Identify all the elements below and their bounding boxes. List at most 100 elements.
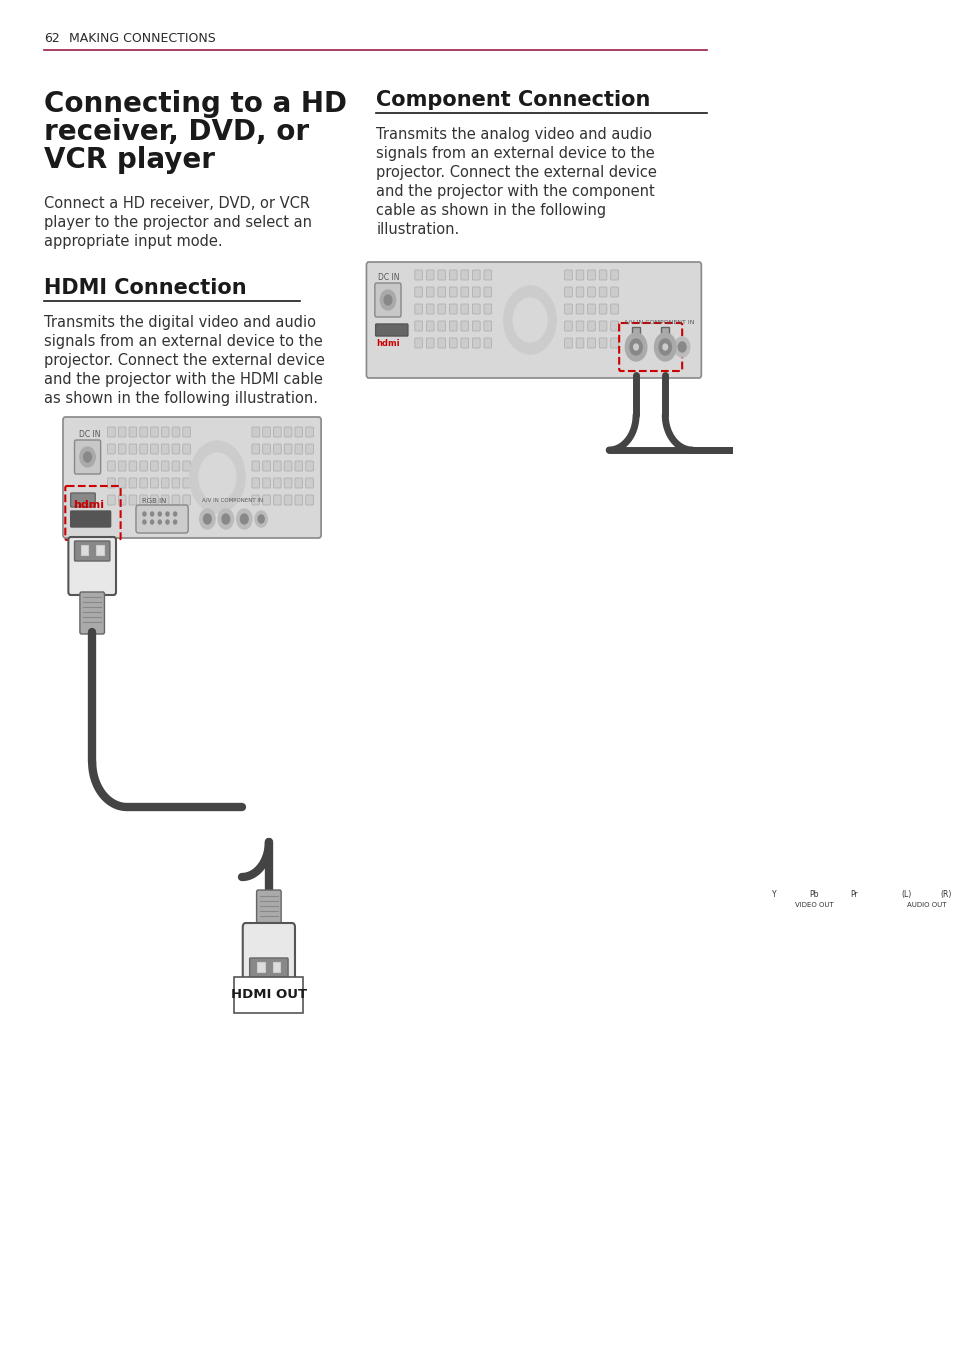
Circle shape	[902, 535, 925, 566]
Text: and the projector with the component: and the projector with the component	[376, 184, 655, 199]
FancyBboxPatch shape	[483, 321, 491, 330]
FancyBboxPatch shape	[172, 460, 179, 471]
FancyBboxPatch shape	[294, 496, 302, 505]
Circle shape	[837, 839, 870, 884]
FancyBboxPatch shape	[426, 338, 434, 348]
Circle shape	[773, 477, 797, 508]
FancyBboxPatch shape	[172, 427, 179, 437]
FancyBboxPatch shape	[69, 538, 116, 594]
Text: Connect a HD receiver, DVD, or VCR: Connect a HD receiver, DVD, or VCR	[44, 196, 310, 211]
Circle shape	[894, 846, 918, 877]
FancyBboxPatch shape	[598, 305, 606, 314]
Text: (R): (R)	[940, 890, 951, 899]
Text: cable as shown in the following: cable as shown in the following	[376, 203, 606, 218]
FancyBboxPatch shape	[587, 269, 595, 280]
Text: (L): (L)	[901, 890, 911, 899]
Text: player to the projector and select an: player to the projector and select an	[44, 215, 312, 230]
FancyBboxPatch shape	[74, 542, 110, 561]
FancyBboxPatch shape	[183, 460, 191, 471]
Circle shape	[842, 470, 877, 515]
FancyBboxPatch shape	[108, 444, 115, 454]
FancyBboxPatch shape	[426, 287, 434, 297]
FancyBboxPatch shape	[242, 923, 294, 982]
Circle shape	[888, 839, 923, 884]
Circle shape	[633, 344, 638, 349]
FancyBboxPatch shape	[129, 478, 136, 487]
FancyBboxPatch shape	[598, 287, 606, 297]
FancyBboxPatch shape	[415, 321, 422, 330]
FancyBboxPatch shape	[415, 305, 422, 314]
Text: MAKING CONNECTIONS: MAKING CONNECTIONS	[69, 32, 215, 45]
FancyBboxPatch shape	[908, 501, 919, 529]
Circle shape	[761, 846, 785, 877]
FancyBboxPatch shape	[140, 427, 148, 437]
FancyBboxPatch shape	[564, 321, 572, 330]
FancyBboxPatch shape	[901, 883, 911, 911]
FancyBboxPatch shape	[460, 287, 468, 297]
Circle shape	[629, 338, 641, 355]
FancyBboxPatch shape	[252, 496, 259, 505]
Circle shape	[199, 454, 235, 501]
FancyBboxPatch shape	[753, 443, 763, 471]
Text: Connecting to a HD: Connecting to a HD	[44, 89, 347, 118]
Circle shape	[760, 845, 787, 880]
FancyBboxPatch shape	[183, 427, 191, 437]
Text: receiver, DVD, or: receiver, DVD, or	[44, 118, 309, 146]
FancyBboxPatch shape	[129, 427, 136, 437]
Circle shape	[846, 474, 873, 509]
FancyBboxPatch shape	[587, 321, 595, 330]
Circle shape	[910, 546, 917, 554]
FancyBboxPatch shape	[564, 287, 572, 297]
FancyBboxPatch shape	[151, 427, 158, 437]
FancyBboxPatch shape	[305, 478, 314, 487]
FancyBboxPatch shape	[742, 825, 953, 904]
Text: DC IN: DC IN	[377, 274, 399, 282]
FancyBboxPatch shape	[284, 427, 292, 437]
Circle shape	[158, 520, 161, 524]
Circle shape	[846, 532, 873, 567]
FancyBboxPatch shape	[161, 444, 169, 454]
FancyBboxPatch shape	[472, 338, 479, 348]
Circle shape	[883, 487, 890, 497]
FancyBboxPatch shape	[136, 505, 188, 533]
FancyBboxPatch shape	[610, 305, 618, 314]
FancyBboxPatch shape	[305, 444, 314, 454]
Circle shape	[847, 535, 871, 566]
FancyBboxPatch shape	[274, 427, 281, 437]
FancyBboxPatch shape	[129, 496, 136, 505]
FancyBboxPatch shape	[808, 883, 819, 911]
Circle shape	[203, 515, 211, 524]
Circle shape	[80, 447, 95, 467]
FancyBboxPatch shape	[806, 443, 818, 471]
Circle shape	[902, 477, 925, 508]
FancyBboxPatch shape	[118, 444, 126, 454]
FancyBboxPatch shape	[140, 496, 148, 505]
FancyBboxPatch shape	[96, 546, 104, 555]
FancyBboxPatch shape	[294, 444, 302, 454]
FancyBboxPatch shape	[262, 460, 270, 471]
FancyBboxPatch shape	[881, 501, 892, 529]
FancyBboxPatch shape	[598, 321, 606, 330]
Circle shape	[773, 535, 797, 566]
Text: signals from an external device to the: signals from an external device to the	[44, 334, 322, 349]
FancyBboxPatch shape	[610, 338, 618, 348]
Circle shape	[143, 520, 146, 524]
FancyBboxPatch shape	[284, 444, 292, 454]
FancyBboxPatch shape	[294, 460, 302, 471]
FancyBboxPatch shape	[472, 269, 479, 280]
FancyBboxPatch shape	[71, 493, 95, 506]
FancyBboxPatch shape	[576, 269, 583, 280]
Circle shape	[875, 535, 898, 566]
Text: Pr: Pr	[849, 890, 857, 899]
Circle shape	[151, 512, 153, 516]
Circle shape	[240, 515, 248, 524]
Text: AUDIO OUT: AUDIO OUT	[905, 902, 945, 909]
Text: A/V IN COMPONENT IN: A/V IN COMPONENT IN	[202, 498, 263, 502]
Circle shape	[869, 470, 903, 515]
FancyBboxPatch shape	[375, 324, 408, 336]
FancyBboxPatch shape	[576, 287, 583, 297]
FancyBboxPatch shape	[108, 460, 115, 471]
Circle shape	[932, 845, 953, 880]
FancyBboxPatch shape	[908, 443, 919, 471]
FancyBboxPatch shape	[252, 427, 259, 437]
